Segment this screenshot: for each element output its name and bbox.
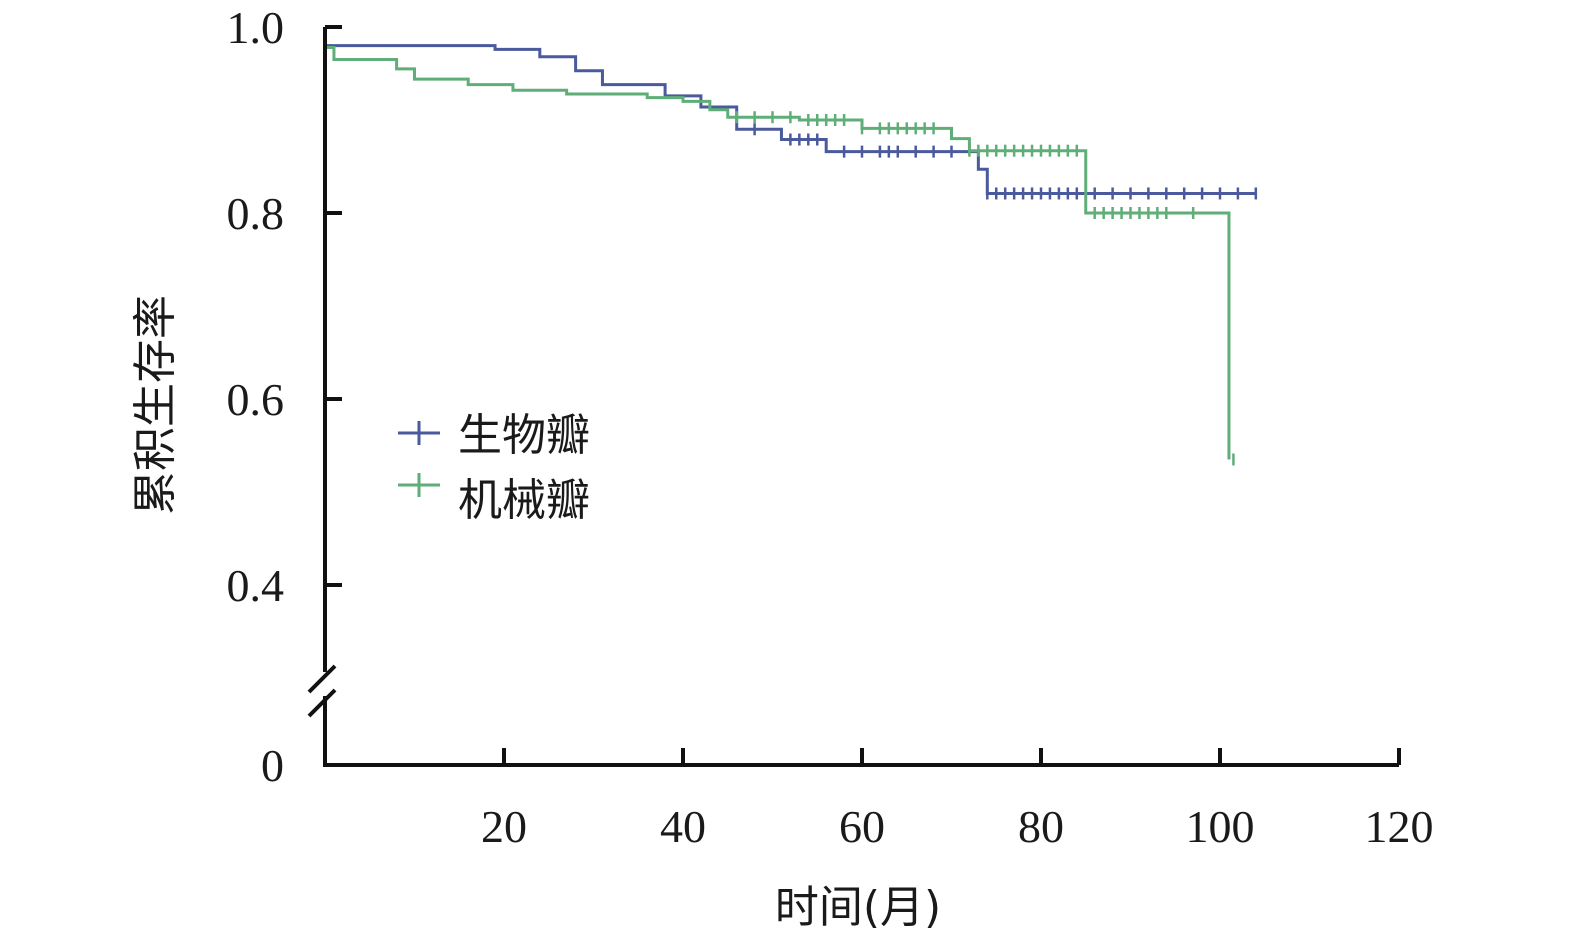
legend: 生物瓣 机械瓣: [398, 410, 590, 526]
x-tick-label: 20: [481, 801, 527, 852]
series-layer: [325, 44, 1258, 466]
axes-layer: [307, 27, 1399, 767]
y-tick-label: 0.4: [227, 560, 285, 611]
y-tick-label: 1.0: [227, 2, 285, 53]
x-tick-label: 120: [1365, 801, 1434, 852]
series-line-0: [325, 44, 1256, 195]
ticks-layer: 20 40 60 80 100 120 0 0.4 0.6 0.8 1.0: [227, 2, 1434, 852]
y-axis-break-mark: [307, 688, 337, 718]
legend-label-bio: 生物瓣: [458, 410, 590, 461]
x-tick-label: 100: [1186, 801, 1255, 852]
x-tick-label: 40: [660, 801, 706, 852]
legend-label-mech: 机械瓣: [458, 475, 590, 526]
y-tick-label: 0.6: [227, 374, 285, 425]
y-tick-label: 0.8: [227, 188, 285, 239]
y-axis-title: 累积生存率: [130, 295, 181, 515]
x-tick-label: 60: [839, 801, 885, 852]
series-line-1: [325, 45, 1231, 460]
y-tick-label: 0: [261, 740, 284, 791]
x-tick-label: 80: [1018, 801, 1064, 852]
y-axis-break-mark: [307, 664, 337, 694]
x-axis-title: 时间(月): [775, 882, 941, 933]
